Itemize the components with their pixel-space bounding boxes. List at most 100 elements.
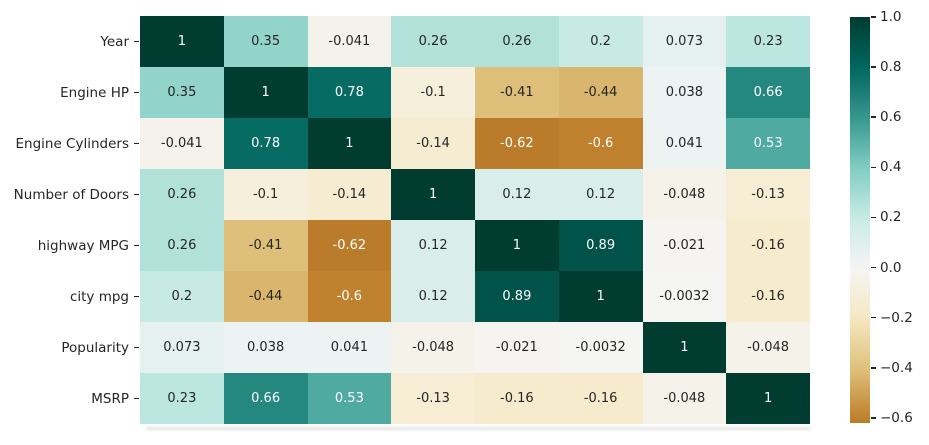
heatmap-cell: -0.041 <box>307 16 392 67</box>
colorbar-tick-label: 0.6 <box>880 109 902 126</box>
heatmap-cell: 0.66 <box>223 373 308 424</box>
heatmap-cell: 0.26 <box>140 220 224 271</box>
heatmap-cell: 0.78 <box>307 67 392 118</box>
heatmap-cell: 0.89 <box>475 271 559 322</box>
heatmap-cell: -0.41 <box>475 67 559 118</box>
heatmap-cell: -0.041 <box>140 118 224 169</box>
heatmap-cell: -0.44 <box>223 271 308 322</box>
heatmap-cell: -0.048 <box>391 322 475 373</box>
heatmap-cell: -0.62 <box>475 118 559 169</box>
heatmap-cell: -0.021 <box>642 220 727 271</box>
colorbar-tick-label: −0.6 <box>880 409 913 426</box>
colorbar-tick-label: 0.4 <box>880 159 902 176</box>
heatmap-cell: -0.16 <box>558 373 643 424</box>
heatmap-cell: -0.13 <box>391 373 475 424</box>
heatmap-cell: 0.89 <box>558 220 643 271</box>
row-label: Year <box>0 16 140 67</box>
heatmap-cell: 0.35 <box>140 67 224 118</box>
heatmap-cell: 0.23 <box>140 373 224 424</box>
y-tick-mark <box>134 346 139 349</box>
heatmap-cell: 1 <box>140 16 224 67</box>
heatmap-cell: 0.041 <box>307 322 392 373</box>
heatmap-cell: 0.66 <box>726 67 810 118</box>
colorbar-tick-mark <box>871 166 876 169</box>
heatmap-cell: -0.048 <box>642 169 727 220</box>
y-tick-mark <box>134 193 139 196</box>
colorbar-tick-mark <box>871 66 876 68</box>
heatmap-cell: 0.12 <box>475 169 559 220</box>
colorbar <box>850 17 870 423</box>
heatmap-cell: 1 <box>223 67 308 118</box>
y-tick-mark <box>134 40 139 43</box>
y-tick-mark <box>134 397 139 400</box>
heatmap-cell: -0.048 <box>642 373 727 424</box>
heatmap-cell: 1 <box>307 118 392 169</box>
row-label: MSRP <box>0 373 140 424</box>
heatmap-cell: -0.16 <box>726 220 810 271</box>
heatmap-cell: 0.23 <box>726 16 810 67</box>
heatmap-cell: 1 <box>558 271 643 322</box>
row-label-text: Popularity <box>61 339 129 356</box>
y-tick-mark <box>134 142 139 145</box>
heatmap-cell: 1 <box>642 322 727 373</box>
heatmap-cell: 1 <box>726 373 810 424</box>
colorbar-tick-mark <box>871 417 876 419</box>
row-label-text: city mpg <box>69 288 129 305</box>
colorbar-tick-label: −0.2 <box>880 309 913 326</box>
heatmap-cell: 0.073 <box>642 16 727 67</box>
row-label: city mpg <box>0 271 140 322</box>
heatmap-grid: 1 0.35 -0.041 0.26 0.26 0.2 0.073 0.23 0.35 1 0.78… <box>140 16 810 424</box>
x-axis-label-remnant <box>146 427 810 430</box>
heatmap-cell: 0.35 <box>223 16 308 67</box>
heatmap-cell: -0.16 <box>726 271 810 322</box>
heatmap-cell: 0.53 <box>726 118 810 169</box>
row-label: Popularity <box>0 322 140 373</box>
heatmap-cell: -0.62 <box>307 220 392 271</box>
heatmap-cell: 0.26 <box>391 16 475 67</box>
colorbar-tick-label: 0.8 <box>880 59 902 76</box>
heatmap-cell: 0.12 <box>558 169 643 220</box>
colorbar-tick-mark <box>871 316 876 319</box>
y-axis-labels: Year Engine HP Engine Cylinders Number of D… <box>0 16 140 424</box>
heatmap-cell: 0.073 <box>140 322 224 373</box>
row-label-text: MSRP <box>91 390 129 407</box>
colorbar-tick-mark <box>871 367 876 369</box>
colorbar-tick-mark <box>871 16 876 18</box>
heatmap-cell: -0.1 <box>391 67 475 118</box>
heatmap-cell: -0.6 <box>558 118 643 169</box>
heatmap-cell: 0.041 <box>642 118 727 169</box>
heatmap-cell: -0.16 <box>475 373 559 424</box>
heatmap-cell: -0.14 <box>307 169 392 220</box>
heatmap-cell: 0.038 <box>223 322 308 373</box>
row-label-text: Engine HP <box>60 84 129 101</box>
y-tick-mark <box>134 91 139 94</box>
heatmap-cell: -0.048 <box>726 322 810 373</box>
heatmap-cell: -0.6 <box>307 271 392 322</box>
heatmap-cell: 0.12 <box>391 271 475 322</box>
row-label: highway MPG <box>0 220 140 271</box>
row-label-text: Engine Cylinders <box>15 135 130 152</box>
colorbar-tick-label: 0.0 <box>880 259 902 276</box>
heatmap-cell: -0.0032 <box>642 271 727 322</box>
colorbar-tick-label: 0.2 <box>880 209 902 226</box>
heatmap-cell: -0.44 <box>558 67 643 118</box>
row-label-text: Year <box>100 33 129 50</box>
heatmap-cell: 0.12 <box>391 220 475 271</box>
heatmap-cell: 1 <box>475 220 559 271</box>
heatmap-cell: 0.2 <box>558 16 643 67</box>
heatmap-cell: 1 <box>391 169 475 220</box>
heatmap-cell: -0.14 <box>391 118 475 169</box>
row-label-text: Number of Doors <box>13 186 129 203</box>
row-label-text: highway MPG <box>37 237 129 254</box>
heatmap-cell: -0.021 <box>475 322 559 373</box>
heatmap-cell: 0.78 <box>223 118 308 169</box>
colorbar-tick-mark <box>871 266 876 269</box>
row-label: Engine Cylinders <box>0 118 140 169</box>
heatmap-cell: 0.26 <box>475 16 559 67</box>
row-label: Number of Doors <box>0 169 140 220</box>
heatmap-cell: -0.13 <box>726 169 810 220</box>
colorbar-tick-mark <box>871 116 876 118</box>
heatmap-cell: 0.2 <box>140 271 224 322</box>
heatmap-cell: 0.26 <box>140 169 224 220</box>
